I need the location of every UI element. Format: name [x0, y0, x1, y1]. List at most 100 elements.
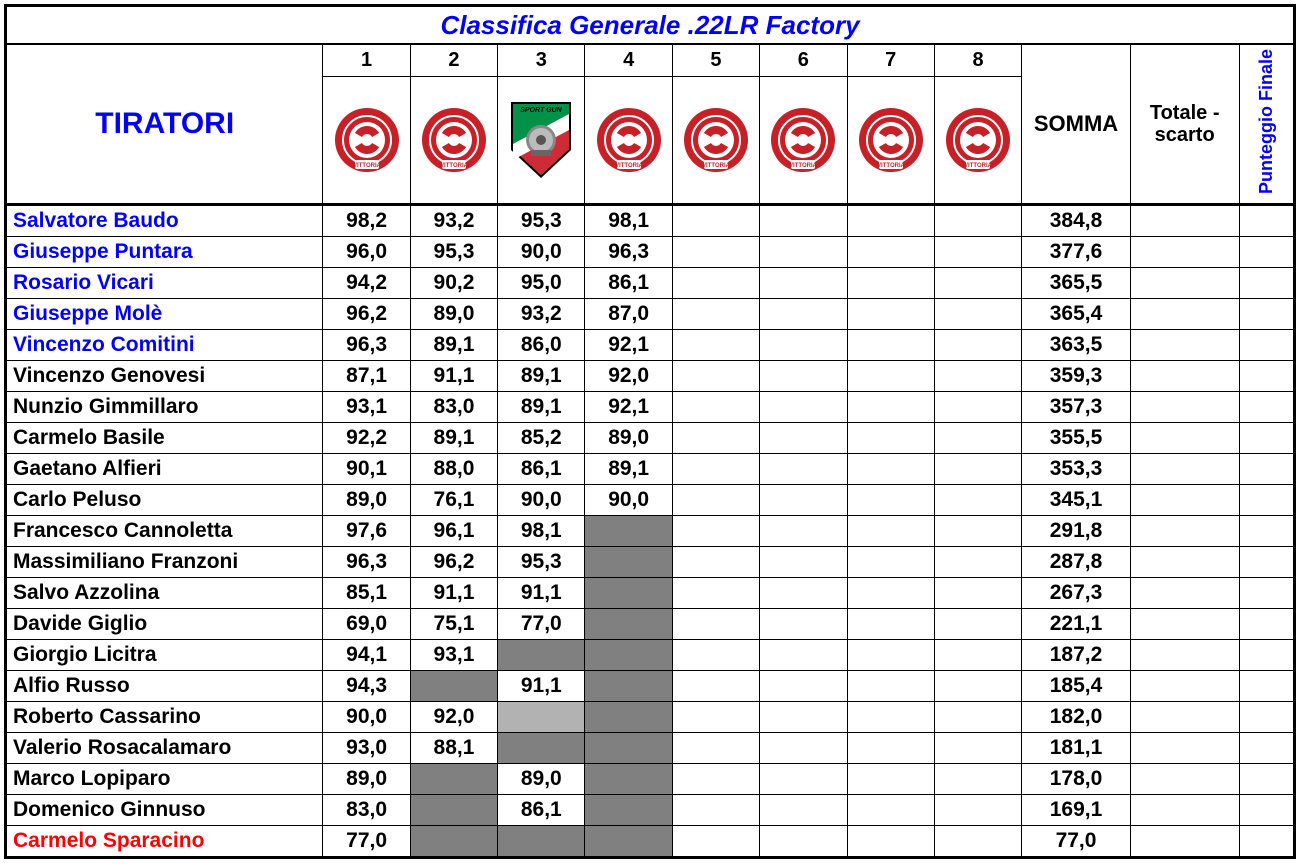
table-row: Gaetano Alfieri90,188,086,189,1353,3: [6, 454, 1295, 485]
table-row: Nunzio Gimmillaro93,183,089,192,1357,3: [6, 392, 1295, 423]
shooter-name: Alfio Russo: [6, 671, 323, 702]
score-cell: 91,1: [498, 578, 585, 609]
score-cell: [847, 795, 934, 826]
round-badge-icon: VITTORIA: [760, 77, 847, 205]
score-cell: [585, 547, 672, 578]
score-cell: 90,0: [323, 702, 410, 733]
score-cell: [672, 205, 759, 237]
finale-cell: [1239, 764, 1295, 795]
score-cell: [672, 795, 759, 826]
score-cell: [847, 578, 934, 609]
score-cell: [847, 733, 934, 764]
score-cell: [934, 640, 1021, 671]
svg-text:VITTORIA: VITTORIA: [789, 163, 818, 169]
scarto-cell: [1130, 423, 1239, 454]
score-cell: [760, 640, 847, 671]
score-cell: [760, 392, 847, 423]
score-cell: [934, 237, 1021, 268]
somma-cell: 287,8: [1022, 547, 1131, 578]
score-cell: [672, 764, 759, 795]
score-cell: 69,0: [323, 609, 410, 640]
score-cell: 89,1: [498, 392, 585, 423]
finale-cell: [1239, 361, 1295, 392]
score-cell: [934, 578, 1021, 609]
score-cell: [672, 392, 759, 423]
table-row: Salvatore Baudo98,293,295,398,1384,8: [6, 205, 1295, 237]
score-cell: 83,0: [410, 392, 497, 423]
score-cell: 89,1: [410, 330, 497, 361]
score-cell: 93,2: [498, 299, 585, 330]
score-cell: 91,1: [410, 578, 497, 609]
score-cell: [847, 640, 934, 671]
somma-cell: 355,5: [1022, 423, 1131, 454]
score-cell: 89,0: [585, 423, 672, 454]
score-cell: [934, 485, 1021, 516]
page-title: Classifica Generale .22LR Factory: [6, 6, 1295, 45]
score-cell: [847, 330, 934, 361]
score-cell: [760, 237, 847, 268]
finale-cell: [1239, 392, 1295, 423]
round-header-1: 1: [323, 44, 410, 77]
score-cell: 89,0: [498, 764, 585, 795]
svg-text:SPORT GUN: SPORT GUN: [521, 107, 563, 114]
finale-cell: [1239, 423, 1295, 454]
score-cell: 94,2: [323, 268, 410, 299]
score-cell: [672, 609, 759, 640]
score-cell: 86,0: [498, 330, 585, 361]
round-badge-icon: VITTORIA: [934, 77, 1021, 205]
score-cell: [672, 485, 759, 516]
round-header-4: 4: [585, 44, 672, 77]
scarto-cell: [1130, 578, 1239, 609]
score-cell: [760, 671, 847, 702]
score-cell: [585, 733, 672, 764]
score-cell: 92,1: [585, 330, 672, 361]
somma-cell: 345,1: [1022, 485, 1131, 516]
scarto-cell: [1130, 516, 1239, 547]
table-row: Rosario Vicari94,290,295,086,1365,5: [6, 268, 1295, 299]
table-row: Carlo Peluso89,076,190,090,0345,1: [6, 485, 1295, 516]
somma-header: SOMMA: [1022, 44, 1131, 205]
score-cell: [847, 392, 934, 423]
score-cell: [498, 826, 585, 858]
scarto-cell: [1130, 485, 1239, 516]
score-cell: 96,0: [323, 237, 410, 268]
scarto-cell: [1130, 454, 1239, 485]
somma-cell: 182,0: [1022, 702, 1131, 733]
score-cell: [934, 392, 1021, 423]
score-cell: [410, 764, 497, 795]
round-badge-icon: VITTORIA: [323, 77, 410, 205]
scarto-cell: [1130, 795, 1239, 826]
score-cell: 98,1: [498, 516, 585, 547]
score-cell: [672, 299, 759, 330]
score-cell: [498, 702, 585, 733]
somma-cell: 181,1: [1022, 733, 1131, 764]
score-cell: [672, 547, 759, 578]
finale-cell: [1239, 516, 1295, 547]
score-cell: [672, 268, 759, 299]
scarto-cell: [1130, 826, 1239, 858]
score-cell: [585, 516, 672, 547]
score-cell: 94,3: [323, 671, 410, 702]
table-row: Carmelo Sparacino77,077,0: [6, 826, 1295, 858]
finale-cell: [1239, 547, 1295, 578]
score-cell: [672, 330, 759, 361]
svg-text:VITTORIA: VITTORIA: [353, 163, 382, 169]
score-cell: 89,0: [410, 299, 497, 330]
score-cell: 90,0: [498, 237, 585, 268]
score-cell: 98,1: [585, 205, 672, 237]
score-cell: [760, 826, 847, 858]
score-cell: 96,3: [585, 237, 672, 268]
scarto-cell: [1130, 361, 1239, 392]
score-cell: [410, 826, 497, 858]
score-cell: [934, 454, 1021, 485]
score-cell: 91,1: [410, 361, 497, 392]
scarto-cell: [1130, 392, 1239, 423]
finale-cell: [1239, 237, 1295, 268]
somma-cell: 353,3: [1022, 454, 1131, 485]
round-badge-icon: VITTORIA: [672, 77, 759, 205]
score-cell: [934, 702, 1021, 733]
score-cell: [672, 578, 759, 609]
score-cell: 87,0: [585, 299, 672, 330]
shooter-name: Vincenzo Comitini: [6, 330, 323, 361]
score-cell: 75,1: [410, 609, 497, 640]
